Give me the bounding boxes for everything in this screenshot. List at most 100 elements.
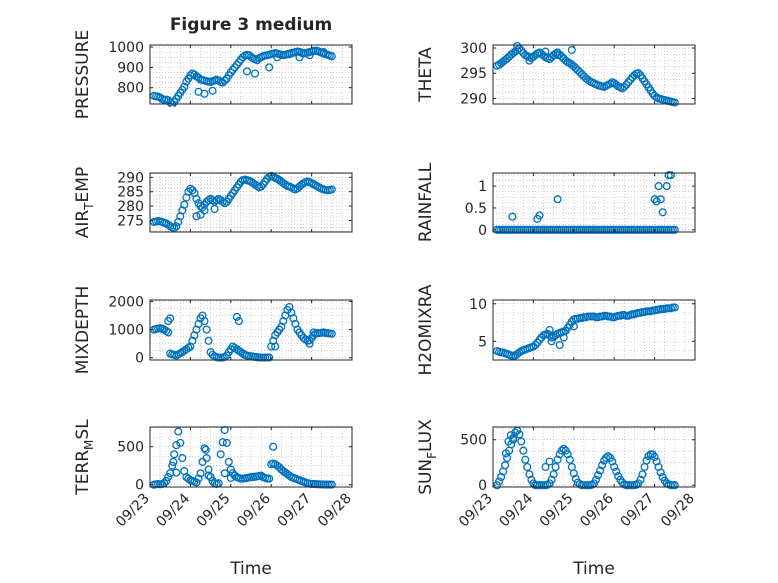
data-point bbox=[220, 76, 229, 85]
y-tick-label: 1 bbox=[478, 179, 487, 195]
axes-box bbox=[149, 44, 353, 105]
data-point bbox=[305, 51, 314, 60]
axes-box bbox=[492, 299, 696, 361]
data-point bbox=[285, 50, 294, 59]
series-markers bbox=[493, 303, 679, 361]
x-axis-label-left: Time bbox=[229, 559, 272, 579]
data-point bbox=[208, 86, 217, 95]
data-point bbox=[305, 336, 314, 345]
data-point bbox=[170, 450, 179, 459]
data-point bbox=[295, 53, 304, 62]
data-point bbox=[634, 69, 643, 78]
data-point bbox=[571, 64, 580, 73]
data-point bbox=[297, 180, 306, 189]
data-point bbox=[226, 473, 235, 482]
data-point bbox=[196, 210, 205, 219]
data-point bbox=[200, 89, 209, 98]
data-point bbox=[656, 468, 665, 477]
data-point bbox=[513, 42, 522, 51]
series-markers bbox=[150, 171, 336, 233]
data-point bbox=[553, 455, 562, 464]
data-point bbox=[670, 303, 679, 312]
data-point bbox=[180, 200, 189, 209]
data-point bbox=[210, 204, 219, 214]
data-point bbox=[606, 79, 615, 88]
data-point bbox=[553, 51, 562, 60]
subplot-pressure: 800 900 1000 PRESSURE bbox=[73, 30, 353, 119]
data-point bbox=[531, 340, 540, 350]
x-tick-label: 09/26 bbox=[234, 490, 274, 530]
data-point bbox=[271, 342, 280, 351]
data-point bbox=[224, 457, 233, 466]
y-tick-label: 500 bbox=[460, 433, 487, 449]
data-point bbox=[555, 340, 564, 350]
y-tick-label: 0 bbox=[135, 351, 144, 367]
axes-box bbox=[492, 172, 696, 233]
y-tick-label: 300 bbox=[460, 41, 487, 57]
data-point bbox=[166, 98, 175, 107]
data-point bbox=[525, 56, 534, 65]
data-point bbox=[517, 437, 526, 446]
data-point bbox=[265, 63, 274, 72]
data-point bbox=[612, 467, 621, 476]
data-point bbox=[547, 337, 556, 346]
data-point bbox=[166, 314, 175, 323]
data-point bbox=[577, 70, 586, 79]
data-point bbox=[201, 445, 210, 454]
y-axis-label: TERRMSL bbox=[73, 419, 96, 496]
subplot-theta: 290 295 300 THETA bbox=[416, 41, 696, 107]
data-point bbox=[172, 441, 181, 450]
x-tick-label: 09/24 bbox=[153, 490, 193, 530]
x-tick-label: 09/28 bbox=[315, 491, 355, 531]
data-point bbox=[549, 470, 558, 479]
y-tick-label: 280 bbox=[117, 199, 144, 215]
data-point bbox=[265, 474, 274, 483]
y-tick-label: 0 bbox=[478, 223, 487, 239]
data-point bbox=[553, 48, 562, 57]
data-point bbox=[567, 45, 576, 55]
x-axis-label-right: Time bbox=[572, 559, 615, 579]
data-point bbox=[509, 435, 518, 444]
data-point bbox=[250, 69, 260, 78]
data-point bbox=[327, 185, 336, 194]
data-point bbox=[535, 335, 544, 344]
data-point bbox=[172, 468, 181, 477]
data-point bbox=[218, 78, 227, 87]
data-point bbox=[200, 317, 209, 326]
series-markers bbox=[150, 425, 336, 489]
data-point bbox=[164, 328, 173, 337]
y-axis-label: RAINFALL bbox=[416, 162, 436, 242]
data-point bbox=[204, 465, 213, 474]
data-point bbox=[176, 438, 185, 447]
data-point bbox=[204, 471, 213, 480]
data-point bbox=[523, 462, 532, 472]
data-point bbox=[573, 66, 582, 75]
data-point bbox=[541, 462, 550, 472]
data-point bbox=[273, 53, 282, 62]
data-point bbox=[557, 446, 566, 455]
y-tick-label: 285 bbox=[117, 185, 144, 201]
data-point bbox=[495, 477, 504, 486]
y-tick-label: 0 bbox=[135, 478, 144, 494]
data-point bbox=[666, 171, 675, 180]
y-tick-label: 800 bbox=[117, 81, 144, 97]
data-point bbox=[559, 444, 568, 453]
data-point bbox=[515, 430, 524, 439]
data-point bbox=[545, 457, 554, 466]
subplot-sun: 09/23 09/24 09/25 09/26 09/27 09/28 0 500 SUNFLU… bbox=[416, 419, 698, 531]
data-point bbox=[501, 461, 510, 470]
axes-box bbox=[492, 44, 696, 105]
x-tick-label: 09/27 bbox=[275, 491, 315, 531]
data-point bbox=[196, 469, 205, 478]
data-point bbox=[162, 326, 171, 336]
data-point bbox=[228, 65, 237, 74]
data-point bbox=[612, 80, 621, 89]
y-axis-label: SUNFLUX bbox=[416, 419, 439, 495]
data-point bbox=[200, 206, 209, 215]
x-tick-label: 09/24 bbox=[496, 490, 536, 530]
data-point bbox=[230, 63, 239, 72]
data-point bbox=[200, 444, 209, 453]
y-axis-label: THETA bbox=[416, 47, 436, 103]
data-point bbox=[553, 195, 562, 204]
data-point bbox=[513, 45, 522, 55]
